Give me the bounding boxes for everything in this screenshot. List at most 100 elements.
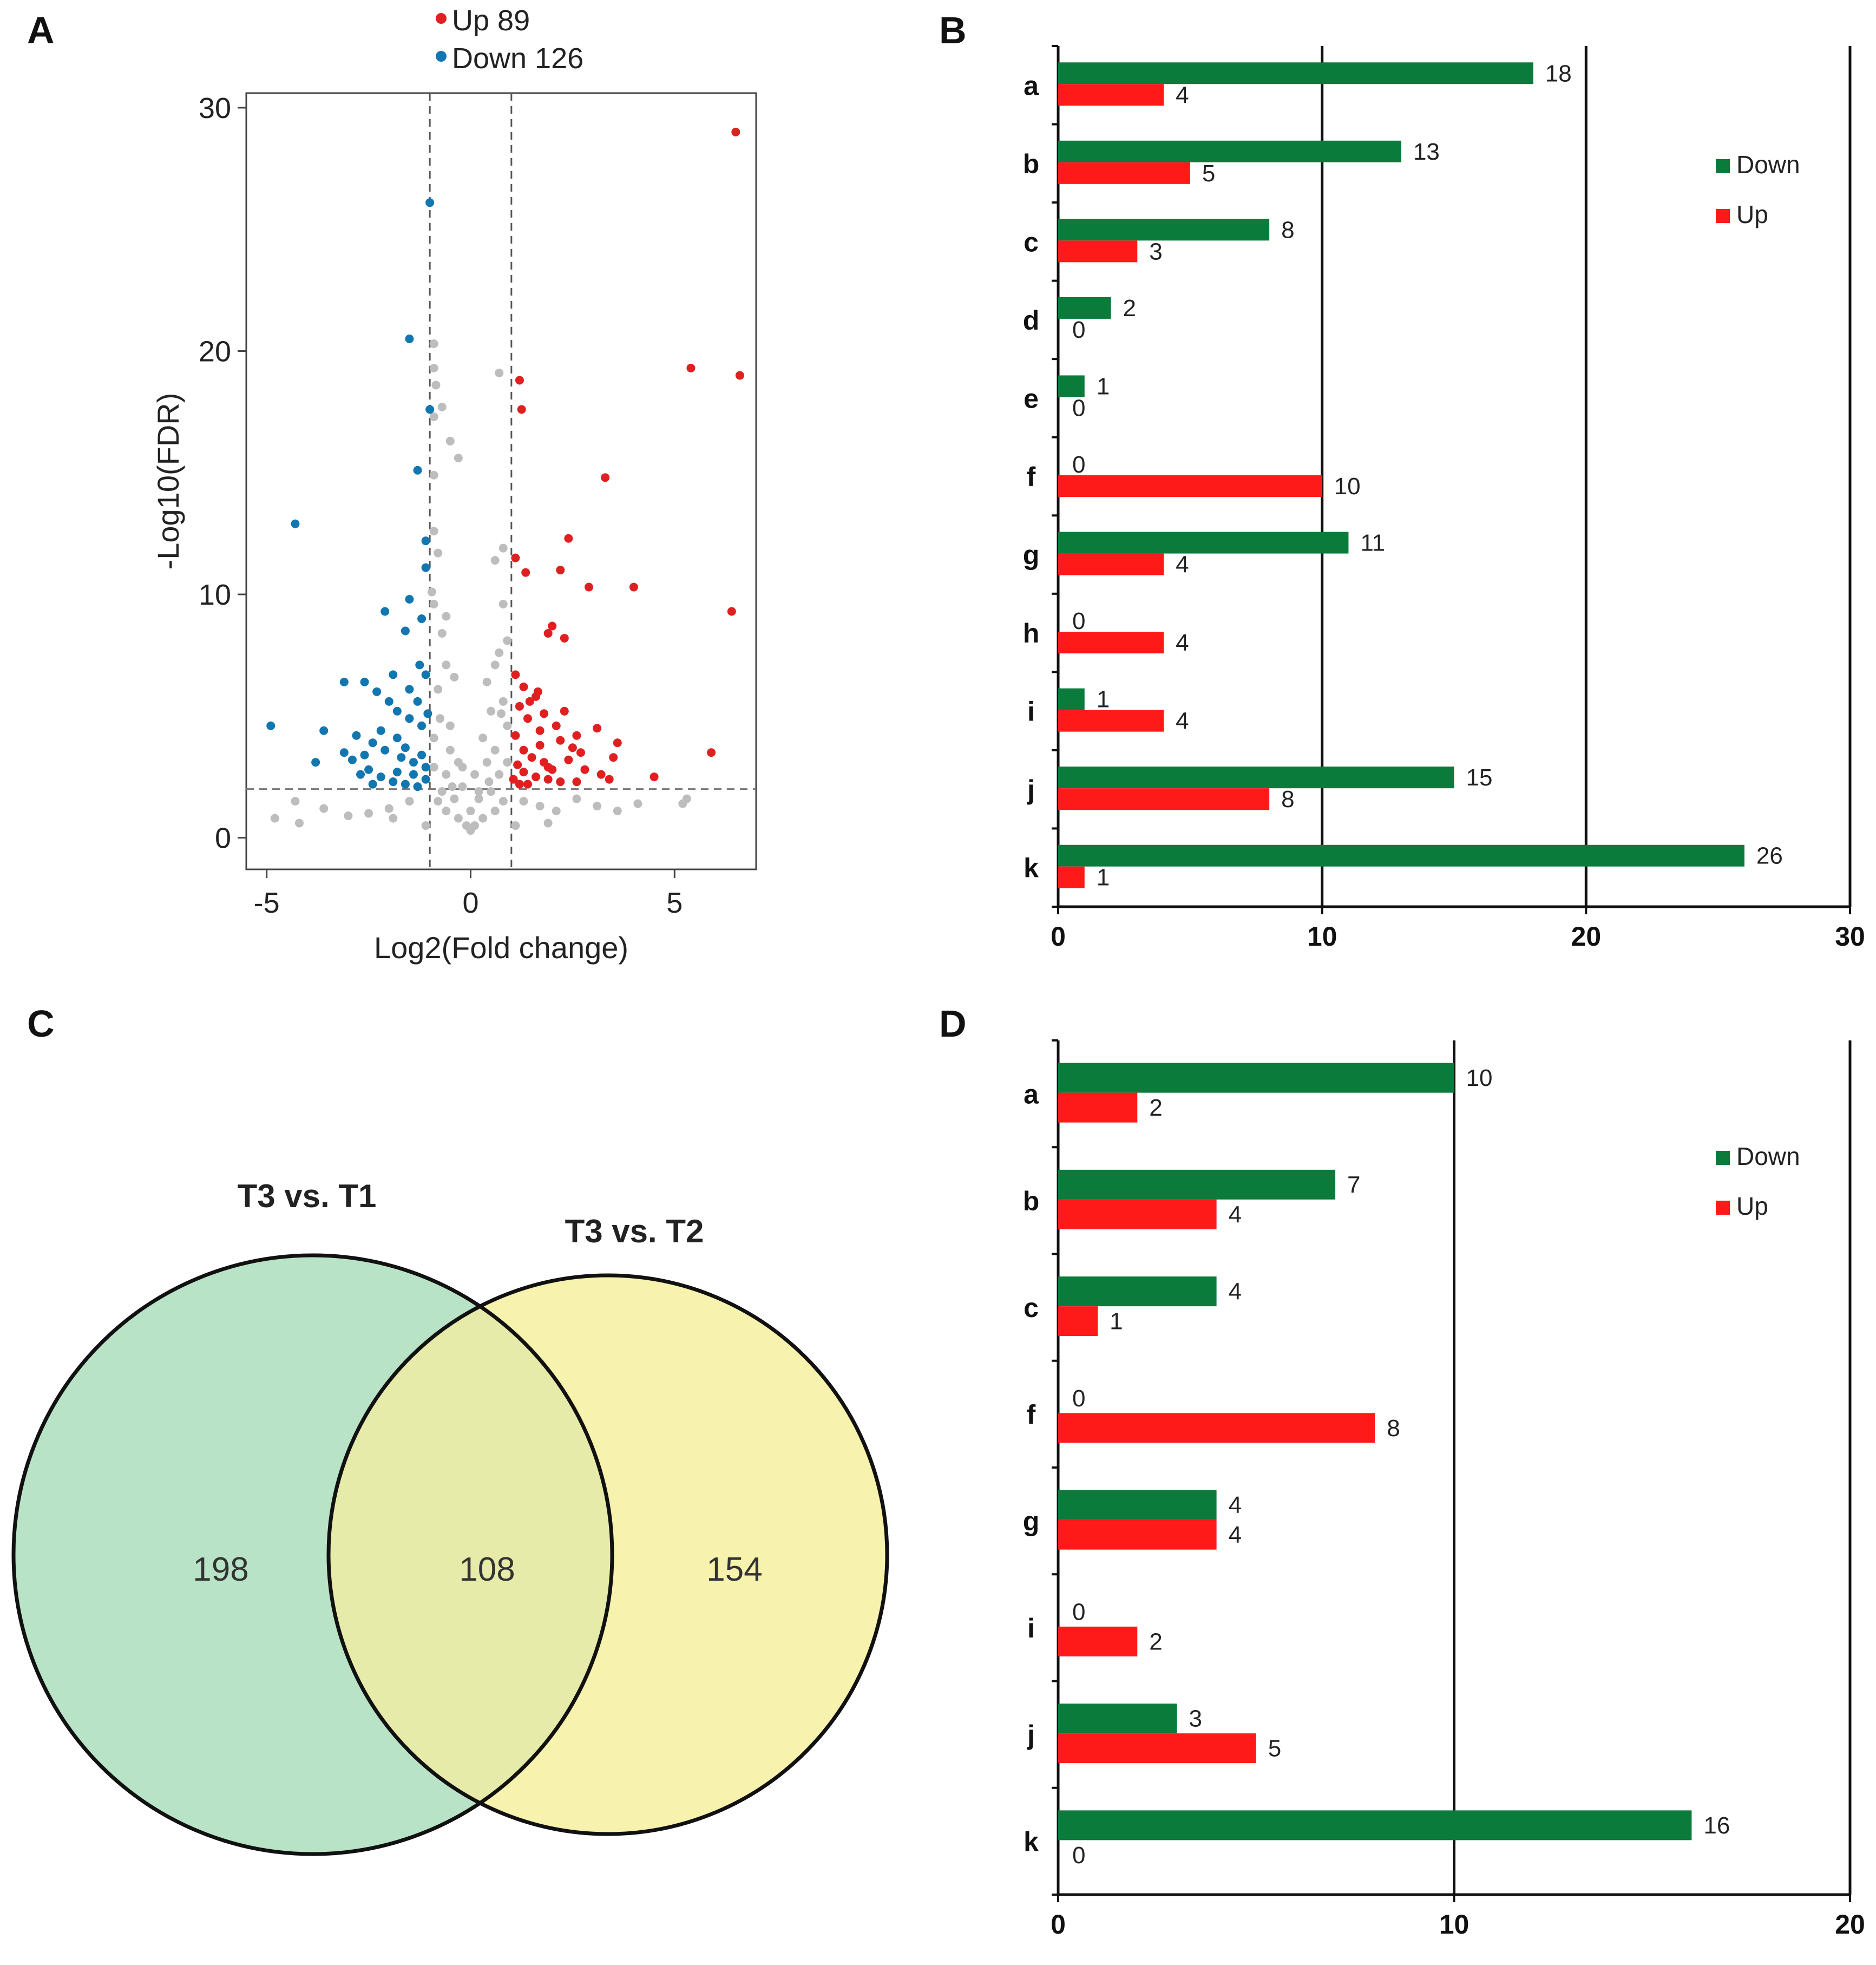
volcano-point-down xyxy=(417,722,426,730)
volcano-point-ns xyxy=(503,636,511,645)
volcano-point-down xyxy=(422,564,430,572)
volcano-point-ns xyxy=(503,758,511,767)
legend-up-swatch xyxy=(1716,209,1730,223)
volcano-point-up xyxy=(727,607,736,615)
bar-down-value-d: 2 xyxy=(1123,295,1136,322)
category-label-i: i xyxy=(1027,1613,1035,1643)
bar-down-k xyxy=(1058,1810,1691,1840)
volcano-point-ns xyxy=(483,678,491,686)
volcano-point-down xyxy=(385,697,393,706)
volcano-point-ns xyxy=(491,660,500,669)
bar-down-value-f: 0 xyxy=(1072,1385,1085,1412)
volcano-point-down xyxy=(414,782,422,791)
volcano-point-down xyxy=(422,536,430,545)
category-label-e: e xyxy=(1024,383,1039,414)
volcano-point-down xyxy=(405,335,414,343)
volcano-point-down xyxy=(369,738,377,747)
volcano-point-up xyxy=(585,583,593,592)
bar-up-value-f: 8 xyxy=(1387,1415,1400,1442)
volcano-point-ns xyxy=(385,804,393,813)
volcano-point-ns xyxy=(430,527,438,535)
volcano-point-up xyxy=(544,775,553,784)
volcano-point-up xyxy=(601,473,609,482)
volcano-point-ns xyxy=(430,471,438,480)
bar-up-value-h: 4 xyxy=(1176,630,1189,656)
volcano-point-down xyxy=(415,660,424,669)
volcano-point-up xyxy=(593,724,601,732)
volcano-point-up xyxy=(513,761,522,769)
bar-chart-d: 0 10 20a102b74c41f08g44i02j35k160DownUp xyxy=(1023,1040,1865,1940)
volcano-point-down xyxy=(340,678,349,686)
volcano-point-ns xyxy=(613,807,622,815)
volcano-point-up xyxy=(629,583,638,592)
bar-up-j xyxy=(1058,788,1269,810)
volcano-point-up xyxy=(511,554,520,562)
panel-letter-a: A xyxy=(27,9,55,51)
category-label-g: g xyxy=(1023,540,1040,571)
volcano-point-down xyxy=(401,626,410,635)
bar-down-value-k: 16 xyxy=(1703,1812,1730,1839)
volcano-point-ns xyxy=(344,811,352,820)
volcano-point-down xyxy=(348,756,357,764)
volcano-x-tick-label: 5 xyxy=(666,887,683,919)
volcano-point-down xyxy=(393,768,402,776)
volcano-point-up xyxy=(515,780,524,789)
volcano-point-ns xyxy=(552,807,561,815)
volcano-point-up xyxy=(650,772,659,781)
bar-up-value-a: 2 xyxy=(1149,1095,1162,1121)
category-label-a: a xyxy=(1024,1079,1039,1110)
volcano-point-ns xyxy=(431,381,440,389)
bar-up-b xyxy=(1058,1200,1217,1229)
category-label-i: i xyxy=(1027,697,1035,727)
bar-down-value-i: 1 xyxy=(1097,686,1110,713)
volcano-point-up xyxy=(511,731,520,740)
bar-down-k xyxy=(1058,845,1744,867)
panel-letter-b: B xyxy=(939,9,967,51)
volcano-point-ns xyxy=(271,814,279,823)
volcano-point-down xyxy=(401,780,410,789)
volcano-y-tick-label: 20 xyxy=(199,336,231,368)
volcano-y-tick-label: 0 xyxy=(215,822,231,855)
bar-up-value-g: 4 xyxy=(1229,1522,1242,1548)
x-tick-label: 20 xyxy=(1571,921,1602,952)
figure-canvas: A B C D -5 0 50102030 Log2(Fold change) -L… xyxy=(0,0,1876,1965)
volcano-point-ns xyxy=(544,819,553,828)
volcano-point-down xyxy=(405,714,414,723)
bar-down-c xyxy=(1058,219,1269,240)
volcano-point-up xyxy=(548,621,556,630)
volcano-point-down xyxy=(377,772,385,781)
volcano-point-down xyxy=(405,595,414,604)
bar-up-value-b: 5 xyxy=(1202,160,1215,187)
bar-down-i xyxy=(1058,689,1085,710)
venn-set-right-title: T3 vs. T2 xyxy=(565,1213,704,1249)
volcano-point-down xyxy=(360,678,369,686)
volcano-point-up xyxy=(686,364,695,372)
volcano-point-up xyxy=(526,697,534,706)
volcano-point-ns xyxy=(458,763,467,771)
volcano-points xyxy=(266,128,744,835)
volcano-point-up xyxy=(519,683,528,691)
bar-down-value-k: 26 xyxy=(1756,843,1783,869)
volcano-point-up xyxy=(536,741,545,750)
volcano-point-up xyxy=(521,568,530,577)
volcano-point-ns xyxy=(434,797,442,805)
bar-down-value-e: 1 xyxy=(1097,373,1110,399)
volcano-point-ns xyxy=(454,814,463,823)
bar-down-b xyxy=(1058,141,1401,162)
volcano-point-ns xyxy=(495,770,503,779)
category-label-h: h xyxy=(1023,618,1040,649)
legend-up-label: Up xyxy=(1736,1192,1768,1220)
category-label-a: a xyxy=(1024,70,1039,101)
bar-down-value-g: 11 xyxy=(1360,530,1385,556)
volcano-point-up xyxy=(534,687,542,696)
x-tick-label: 0 xyxy=(1051,921,1066,952)
bar-up-k xyxy=(1058,867,1085,888)
volcano-point-ns xyxy=(389,814,397,823)
bar-down-value-b: 13 xyxy=(1413,139,1440,165)
volcano-point-down xyxy=(414,697,422,706)
x-tick-label: 30 xyxy=(1835,921,1865,952)
volcano-point-ns xyxy=(466,807,475,815)
volcano-point-ns xyxy=(438,629,447,638)
volcano-legend: Up 89 Down 126 xyxy=(436,4,583,75)
volcano-point-up xyxy=(532,772,540,781)
